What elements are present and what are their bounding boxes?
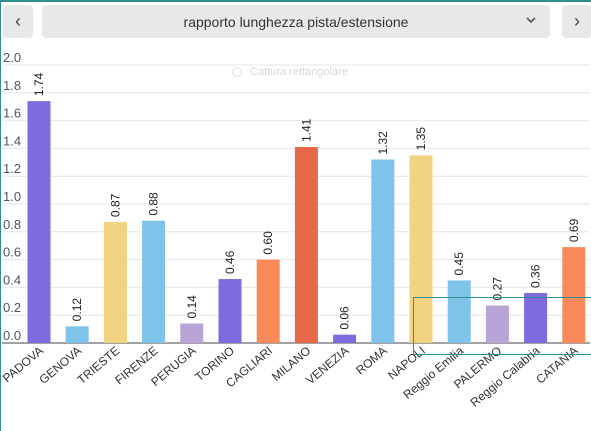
y-tick-label: 1.6 [3, 106, 21, 121]
capture-hint-label: Cattura rettangolare [250, 66, 348, 78]
data-label: 0.46 [223, 250, 237, 274]
y-tick-label: 0.6 [3, 245, 21, 260]
next-chart-button[interactable]: › [562, 5, 591, 38]
capture-hint: Cattura rettangolare [232, 63, 348, 81]
data-label: 0.14 [185, 295, 199, 319]
bar [562, 247, 586, 343]
bar [485, 305, 509, 343]
chart-toolbar: ‹ rapporto lunghezza pista/estensione › [0, 3, 591, 39]
y-tick-label: 1.8 [3, 78, 21, 93]
bar [142, 220, 166, 343]
data-label: 0.36 [529, 264, 543, 288]
x-tick-label: ROMA [353, 344, 390, 378]
capture-icon [232, 67, 242, 77]
bar [65, 326, 89, 343]
bar [256, 259, 280, 343]
data-label: 0.06 [338, 306, 352, 330]
previous-chart-button[interactable]: ‹ [3, 5, 33, 38]
data-label: 1.32 [376, 131, 390, 155]
data-label: 0.45 [452, 252, 466, 276]
data-label: 0.12 [70, 298, 84, 322]
chevron-down-icon [526, 17, 536, 24]
chevron-right-icon: › [574, 11, 580, 31]
metric-selector-label: rapporto lunghezza pista/estensione [183, 13, 409, 30]
bar [524, 292, 548, 343]
y-tick-label: 0.2 [3, 300, 21, 315]
metric-selector[interactable]: rapporto lunghezza pista/estensione [42, 5, 550, 38]
x-tick-label: VENEZIA [303, 344, 351, 388]
data-label: 1.74 [32, 72, 46, 96]
chevron-left-icon: ‹ [15, 11, 21, 31]
bar [27, 101, 51, 343]
y-tick-label: 2.0 [3, 50, 21, 65]
data-label: 0.69 [567, 218, 581, 242]
data-label: 0.87 [108, 193, 122, 217]
data-label: 0.88 [147, 192, 161, 216]
y-tick-label: 0.8 [3, 217, 21, 232]
bar [409, 155, 433, 343]
x-tick-label: CATANIA [533, 344, 580, 387]
bar [447, 280, 471, 343]
bar [103, 222, 127, 343]
y-tick-label: 0.4 [3, 272, 21, 287]
data-label: 0.27 [490, 277, 504, 301]
data-label: 1.41 [299, 118, 313, 142]
bar [294, 147, 318, 343]
y-tick-label: 1.0 [3, 189, 21, 204]
window-left-border [0, 0, 1, 431]
y-tick-label: 1.2 [3, 161, 21, 176]
data-label: 1.35 [414, 127, 428, 151]
bar [371, 159, 395, 343]
y-tick-label: 1.4 [3, 133, 21, 148]
x-tick-label: Reggio Calabria [468, 343, 543, 409]
window-top-border [0, 0, 591, 2]
bar [218, 279, 242, 343]
bar [333, 334, 357, 343]
y-tick-label: 0.0 [3, 328, 21, 343]
bar [180, 323, 204, 343]
data-label: 0.60 [261, 231, 275, 255]
